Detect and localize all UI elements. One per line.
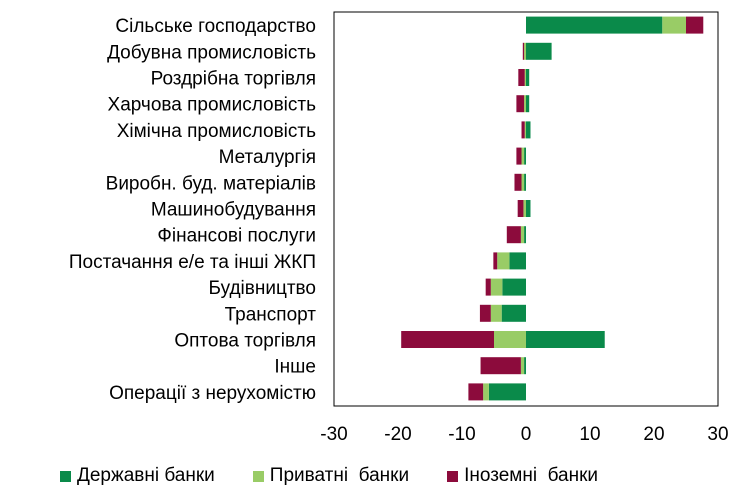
bar-segment: [501, 304, 526, 322]
category-label: Транспорт: [225, 304, 317, 325]
legend-swatch-foreign: [447, 470, 459, 482]
bar-segment: [522, 42, 525, 60]
bar-segment: [468, 383, 484, 401]
bar-segment: [520, 226, 525, 244]
category-label: Металургія: [219, 147, 316, 168]
bar-segment: [517, 200, 524, 217]
bar-segment: [524, 147, 526, 165]
bar-segment: [524, 226, 526, 244]
bar-segment: [526, 16, 663, 34]
category-label: Харчова промисловість: [108, 95, 317, 116]
category-labels: Сільське господарство Добувна промисловіс…: [69, 16, 316, 404]
bar-segment: [526, 95, 530, 113]
bar-segment: [520, 357, 525, 375]
bar-segment: [483, 383, 489, 401]
bar-segment: [488, 383, 526, 401]
category-label: Будівництво: [209, 278, 316, 299]
bar-segment: [514, 173, 522, 191]
category-label: Добувна промисловість: [107, 42, 316, 63]
bar-segment: [524, 42, 526, 60]
bar-segment: [506, 226, 521, 244]
legend-item-foreign-banks: Іноземні банки: [447, 465, 598, 487]
bar-segment: [521, 173, 525, 191]
plot-frame: [333, 11, 719, 407]
bar-segment: [516, 147, 522, 165]
bar-segment: [493, 252, 498, 270]
bar-segment: [479, 304, 491, 322]
x-tick-label: 0: [521, 424, 532, 445]
bar-segment: [502, 278, 526, 296]
bar-segment: [526, 69, 530, 86]
legend-item-private-banks: Приватні банки: [252, 465, 410, 487]
bar-segment: [524, 95, 526, 113]
legend-item-state-banks: Державні банки: [60, 465, 215, 487]
legend-label-state: Державні банки: [77, 465, 215, 486]
category-label: Хімічна промисловість: [117, 121, 316, 142]
bar-segment: [401, 331, 494, 348]
bar-segment: [485, 278, 491, 296]
legend-swatch-private: [252, 470, 264, 482]
bar-segment: [686, 16, 704, 34]
bar-segment: [526, 42, 552, 60]
category-label: Сільське господарство: [115, 16, 316, 37]
bar-segment: [490, 278, 503, 296]
bar-segment: [526, 200, 531, 217]
legend-swatch-state: [60, 470, 71, 482]
category-label: Операції з нерухомістю: [109, 383, 316, 404]
x-tick-label: 10: [579, 424, 600, 445]
bars: [401, 16, 704, 401]
x-tick-label: -10: [448, 424, 475, 445]
category-label: Роздрібна торгівля: [151, 69, 316, 90]
bar-segment: [518, 69, 525, 86]
category-label: Виробн. буд. матеріалів: [106, 173, 316, 194]
bar-segment: [662, 16, 686, 34]
x-tick-label: -30: [320, 424, 347, 445]
bar-segment: [521, 147, 525, 165]
bar-segment: [509, 252, 526, 270]
bar-segment: [524, 121, 526, 139]
bar-segment: [480, 357, 521, 375]
category-label: Оптова торгівля: [174, 331, 316, 352]
bar-segment: [526, 331, 605, 348]
x-tick-labels: -30 -20 -10 0 10 20 30: [320, 424, 728, 445]
bar-segment: [521, 121, 525, 139]
bar-segment: [524, 69, 526, 86]
bar-segment: [526, 121, 531, 139]
bar-segment: [494, 331, 526, 348]
bar-segment: [516, 95, 525, 113]
bar-segment: [497, 252, 510, 270]
legend-label-foreign: Іноземні банки: [464, 465, 599, 486]
category-label: Фінансові послуги: [157, 226, 316, 247]
legend: Державні банки Приватні банки Іноземні б…: [60, 462, 740, 490]
x-tick-label: -20: [384, 424, 411, 445]
category-label: Машинобудування: [151, 200, 316, 221]
legend-label-private: Приватні банки: [269, 465, 410, 486]
category-label: Інше: [274, 357, 316, 378]
bar-segment: [523, 200, 526, 217]
x-tick-label: 20: [643, 424, 664, 445]
bar-segment: [524, 357, 526, 375]
bar-segment: [490, 304, 502, 322]
x-tick-label: 30: [707, 424, 728, 445]
category-label: Постачання е/е та інші ЖКП: [69, 252, 316, 273]
bar-segment: [524, 173, 526, 191]
